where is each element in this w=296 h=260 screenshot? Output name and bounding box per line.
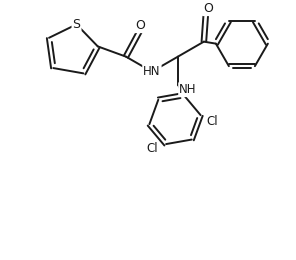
Text: Cl: Cl (146, 142, 158, 155)
Text: S: S (73, 18, 81, 31)
Text: Cl: Cl (207, 115, 218, 128)
Text: O: O (203, 2, 213, 15)
Text: O: O (135, 19, 145, 32)
Text: NH: NH (179, 83, 197, 96)
Text: HN: HN (143, 65, 161, 78)
